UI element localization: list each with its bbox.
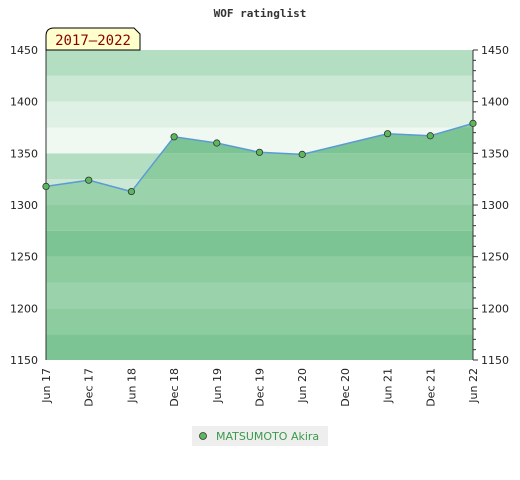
data-point bbox=[42, 182, 50, 190]
x-tick-label: Jun 17 bbox=[40, 368, 53, 404]
y-tick-label-left: 1300 bbox=[10, 199, 38, 212]
y-tick-label-right: 1350 bbox=[481, 147, 509, 160]
y-tick-label-left: 1200 bbox=[10, 302, 38, 315]
legend-box bbox=[192, 426, 328, 446]
chart-title: WOF ratinglist bbox=[214, 7, 307, 20]
data-point bbox=[170, 133, 178, 141]
y-tick-label-right: 1200 bbox=[481, 302, 509, 315]
x-tick-label: Jun 21 bbox=[382, 368, 395, 404]
area-band bbox=[46, 205, 473, 231]
x-tick-label: Dec 20 bbox=[339, 368, 352, 407]
y-tick-label-right: 1400 bbox=[481, 96, 509, 109]
band bbox=[46, 75, 473, 102]
data-point bbox=[255, 148, 264, 156]
area-band bbox=[46, 230, 473, 257]
y-tick-label-left: 1150 bbox=[10, 354, 38, 367]
x-tick-label: Jun 19 bbox=[211, 368, 224, 404]
area-band bbox=[46, 256, 473, 283]
x-tick-label: Dec 19 bbox=[254, 368, 267, 407]
x-tick-label: Dec 21 bbox=[424, 368, 437, 407]
band bbox=[46, 101, 473, 128]
data-point bbox=[298, 150, 306, 158]
y-tick-label-left: 1450 bbox=[10, 44, 38, 57]
period-badge-text: 2017–2022 bbox=[55, 33, 131, 49]
x-tick-label: Jun 20 bbox=[296, 368, 309, 404]
band bbox=[46, 50, 473, 76]
x-tick-label: Jun 22 bbox=[467, 368, 480, 404]
y-tick-label-right: 1150 bbox=[481, 354, 509, 367]
x-tick-label: Dec 18 bbox=[168, 368, 181, 407]
data-point bbox=[127, 187, 135, 196]
area-band bbox=[46, 308, 473, 335]
axes bbox=[45, 49, 478, 361]
y-tick-label-right: 1450 bbox=[481, 44, 509, 57]
data-point bbox=[383, 130, 392, 138]
y-tick-label-left: 1350 bbox=[10, 147, 38, 160]
series-line bbox=[45, 122, 474, 193]
data-point bbox=[469, 119, 477, 127]
x-axis-labels: Jun 17 Dec 17 Jun 18 Dec 18 Jun 19 Dec 19 Jun … bbox=[40, 368, 480, 407]
y-tick-label-right: 1250 bbox=[481, 251, 509, 264]
y-tick-label-right: 1300 bbox=[481, 199, 509, 212]
y-axis-left-labels: 1150 1200 1250 1300 1350 1400 1450 bbox=[10, 44, 38, 367]
data-point bbox=[85, 176, 93, 184]
y-axis-right-labels: 1150 1200 1250 1300 1350 1400 1450 bbox=[481, 44, 509, 367]
series-markers bbox=[42, 119, 477, 196]
data-point bbox=[426, 132, 434, 140]
x-tick-label: Dec 17 bbox=[83, 368, 96, 407]
legend-marker bbox=[199, 432, 207, 440]
legend-label: MATSUMOTO Akira bbox=[216, 430, 319, 443]
x-tick-label: Jun 18 bbox=[125, 368, 138, 404]
data-point bbox=[213, 139, 221, 147]
y-tick-label-left: 1250 bbox=[10, 251, 38, 264]
period-badge: 2017–2022 bbox=[45, 27, 141, 51]
legend[interactable]: MATSUMOTO Akira bbox=[192, 426, 328, 446]
area-band bbox=[46, 334, 473, 360]
y-tick-label-left: 1400 bbox=[10, 96, 38, 109]
area-band bbox=[46, 282, 473, 309]
